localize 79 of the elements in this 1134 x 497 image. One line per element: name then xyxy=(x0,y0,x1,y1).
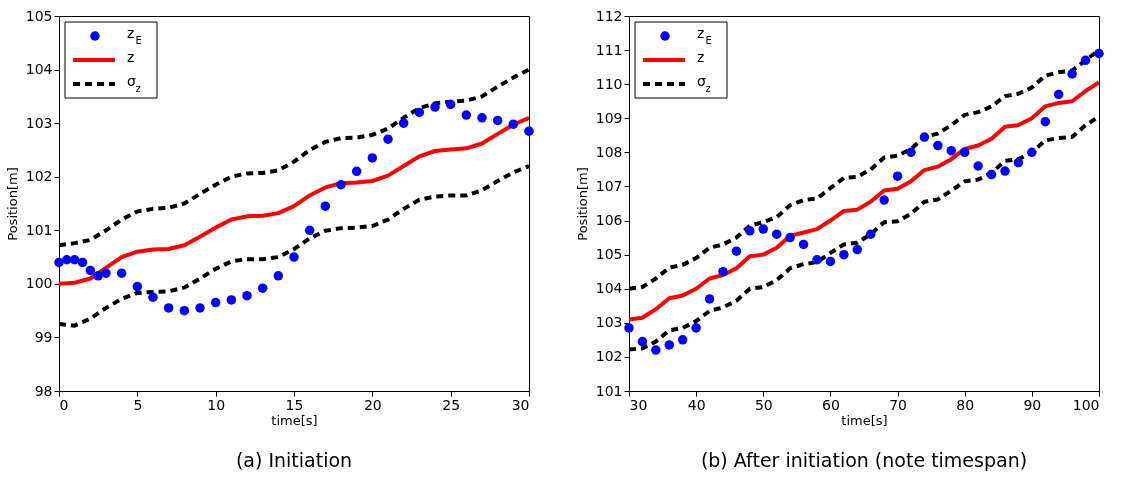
point xyxy=(85,265,96,276)
y-tick-label: 108 xyxy=(595,143,623,160)
point xyxy=(163,303,174,313)
y-tick-label: 102 xyxy=(25,168,53,185)
point xyxy=(77,257,88,268)
y-tick-label: 104 xyxy=(595,280,623,297)
point xyxy=(101,268,111,278)
x-axis-title: time[s] xyxy=(841,412,888,428)
y-tick-label: 110 xyxy=(595,75,623,92)
point xyxy=(116,268,127,278)
y-tick-label: 105 xyxy=(595,246,623,263)
point xyxy=(257,283,268,293)
x-tick-label: 60 xyxy=(822,396,840,413)
y-tick-label: 103 xyxy=(25,114,53,131)
point xyxy=(336,180,346,190)
y-tick-label: 107 xyxy=(595,177,623,194)
point xyxy=(430,102,440,112)
x-tick-label: 0 xyxy=(59,396,69,413)
y-tick-label: 99 xyxy=(34,328,53,345)
legend-label: z xyxy=(127,49,135,65)
point xyxy=(195,303,205,313)
x-tick-label: 100 xyxy=(1072,396,1100,413)
y-tick-label: 102 xyxy=(595,348,623,365)
x-tick-label: 15 xyxy=(285,396,304,413)
x-tick-label: 30 xyxy=(511,396,530,413)
x-tick-label: 20 xyxy=(363,396,382,413)
line-series xyxy=(629,80,1099,322)
y-tick-label: 101 xyxy=(595,382,623,399)
x-tick-label: 25 xyxy=(442,396,461,413)
point xyxy=(304,225,315,236)
legend-label: z xyxy=(697,49,705,65)
point xyxy=(383,134,393,144)
point xyxy=(289,252,299,262)
point xyxy=(242,290,252,301)
point xyxy=(351,166,362,177)
x-tick-label: 90 xyxy=(1023,396,1042,413)
point xyxy=(179,305,190,316)
y-tick-label: 104 xyxy=(25,61,53,78)
point xyxy=(320,201,331,211)
point xyxy=(93,271,103,281)
text: (a) Initiation xyxy=(235,449,353,471)
point xyxy=(273,271,284,281)
y-tick-label: 103 xyxy=(595,314,623,331)
point xyxy=(477,113,487,123)
point xyxy=(445,99,456,110)
x-tick-label: 5 xyxy=(133,396,143,413)
x-tick-label: 30 xyxy=(629,396,648,413)
y-tick-label: 112 xyxy=(595,7,623,24)
point xyxy=(492,115,503,126)
y-axis-title: Position[m] xyxy=(574,167,590,241)
text: (b) After initiation (note timespan) xyxy=(700,449,1028,471)
y-tick-label: 105 xyxy=(25,7,53,24)
point xyxy=(414,107,425,118)
point xyxy=(132,281,143,292)
y-tick-label: 98 xyxy=(34,382,53,399)
x-tick-label: 70 xyxy=(889,396,907,413)
y-tick-label: 109 xyxy=(595,109,623,126)
line-series xyxy=(59,115,529,286)
line-series xyxy=(629,114,1099,352)
x-tick-label: 80 xyxy=(956,396,975,413)
y-axis-title: Position[m] xyxy=(4,167,20,241)
point xyxy=(508,119,519,129)
point xyxy=(367,153,378,163)
point xyxy=(69,255,80,265)
y-tick-label: 101 xyxy=(25,221,53,238)
y-tick-label: 100 xyxy=(25,275,53,292)
point xyxy=(148,292,158,302)
point xyxy=(524,126,534,136)
x-tick-label: 40 xyxy=(687,396,706,413)
y-tick-label: 106 xyxy=(595,212,623,229)
x-axis-title: time[s] xyxy=(271,412,318,428)
y-tick-label: 111 xyxy=(595,41,623,58)
point xyxy=(398,118,409,128)
x-tick-label: 50 xyxy=(754,396,773,413)
point xyxy=(54,257,64,268)
x-tick-label: 10 xyxy=(207,396,226,413)
point xyxy=(226,295,237,305)
point xyxy=(461,110,472,120)
point xyxy=(210,297,221,308)
